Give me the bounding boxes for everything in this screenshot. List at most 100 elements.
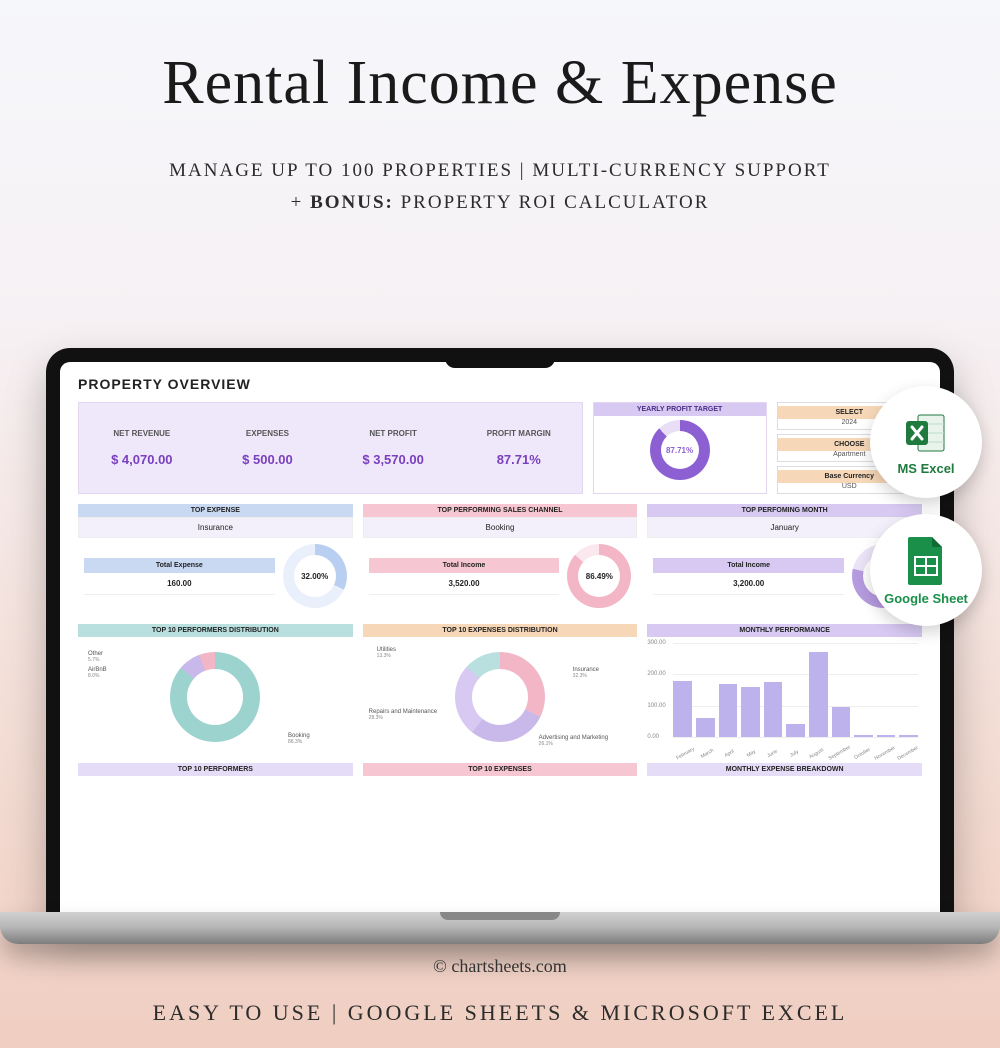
dist-callout: Insurance32.3% [573, 667, 599, 679]
top-card-topvalue: Insurance [78, 517, 353, 538]
top-card: TOP EXPENSE Insurance Total Expense 160.… [78, 504, 353, 614]
mini-header: Total Expense [84, 558, 275, 573]
kpi-label: EXPENSES [246, 429, 289, 438]
mini-table: Total Expense 160.00 [84, 558, 275, 595]
bar [854, 735, 873, 737]
ypt-donut: 87.71% [650, 420, 710, 480]
xtick: August [805, 746, 827, 762]
ms-excel-badge: MS Excel [870, 386, 982, 498]
bar [877, 735, 896, 737]
xtick: May [740, 746, 762, 762]
selector-value: 2024 [841, 419, 857, 426]
bar [786, 724, 805, 737]
xtick: March [697, 746, 719, 762]
kpi-value: 87.71% [497, 452, 541, 467]
mini-header: Total Income [369, 558, 560, 573]
xtick: November [873, 745, 896, 762]
top-card-band: TOP EXPENSE [78, 504, 353, 517]
hero-sublines: MANAGE UP TO 100 PROPERTIES | MULTI-CURR… [0, 155, 1000, 220]
bar [832, 707, 851, 737]
selector-value: Apartment [833, 451, 865, 458]
monthly-performance-card: MONTHLY PERFORMANCE 0.00100.00200.00300.… [647, 624, 922, 757]
kpi-row: NET REVENUE $ 4,070.00 EXPENSES $ 500.00 NET… [78, 402, 922, 494]
bar [673, 681, 692, 737]
kpi-col: NET PROFIT $ 3,570.00 [330, 403, 456, 493]
big-donut [455, 652, 545, 742]
kpi-col: PROFIT MARGIN 87.71% [456, 403, 582, 493]
dist-band: TOP 10 PERFORMERS DISTRIBUTION [78, 624, 353, 637]
dist-band: TOP 10 EXPENSES DISTRIBUTION [363, 624, 638, 637]
mini-table: Total Income 3,520.00 [369, 558, 560, 595]
xtick: June [762, 746, 784, 762]
gsheet-label: Google Sheet [884, 591, 968, 606]
footer-bands: TOP 10 PERFORMERS TOP 10 EXPENSES MONTHLY … [78, 763, 922, 776]
mini-value: 3,200.00 [653, 573, 844, 595]
top-card-band: TOP PERFORMING SALES CHANNEL [363, 504, 638, 517]
hero-line-1: MANAGE UP TO 100 PROPERTIES | MULTI-CURR… [0, 155, 1000, 187]
mini-donut-label: 32.00% [294, 555, 336, 597]
footer-band: TOP 10 EXPENSES [363, 763, 638, 776]
mini-donut: 86.49% [567, 544, 631, 608]
bar [764, 682, 783, 737]
dashboard-screen: PROPERTY OVERVIEW NET REVENUE $ 4,070.00 E… [60, 362, 940, 928]
google-sheets-badge: Google Sheet [870, 514, 982, 626]
mini-value: 3,520.00 [369, 573, 560, 595]
kpi-label: NET PROFIT [369, 429, 417, 438]
bottom-row: TOP 10 PERFORMERS DISTRIBUTION Other5.7%… [78, 624, 922, 757]
mini-header: Total Income [653, 558, 844, 573]
big-donut [170, 652, 260, 742]
dist-callout: Other5.7% [88, 651, 103, 663]
hero-title: Rental Income & Expense [0, 48, 1000, 119]
tagline: EASY TO USE | GOOGLE SHEETS & MICROSOFT … [0, 1000, 1000, 1026]
bar [696, 718, 715, 737]
dist-callout: Booking86.3% [288, 733, 310, 745]
xtick: October [852, 746, 874, 762]
kpi-value: $ 4,070.00 [111, 452, 172, 467]
footer-band: MONTHLY EXPENSE BREAKDOWN [647, 763, 922, 776]
bar [719, 684, 738, 737]
excel-label: MS Excel [897, 461, 954, 476]
mini-value: 160.00 [84, 573, 275, 595]
dist-callout: Repairs and Maintenance28.3% [369, 709, 437, 721]
sheets-icon [904, 535, 948, 587]
top-card: TOP PERFORMING SALES CHANNEL Booking Tot… [363, 504, 638, 614]
kpi-value: $ 3,570.00 [362, 452, 423, 467]
ypt-value: 87.71% [661, 431, 699, 469]
laptop-base [0, 912, 1000, 944]
top-cards-row: TOP EXPENSE Insurance Total Expense 160.… [78, 504, 922, 614]
overview-title: PROPERTY OVERVIEW [78, 376, 922, 392]
kpi-col: EXPENSES $ 500.00 [205, 403, 331, 493]
footer-band: TOP 10 PERFORMERS [78, 763, 353, 776]
ypt-label: YEARLY PROFIT TARGET [594, 403, 766, 416]
mini-table: Total Income 3,200.00 [653, 558, 844, 595]
laptop-frame: PROPERTY OVERVIEW NET REVENUE $ 4,070.00 E… [46, 348, 954, 928]
bar [809, 652, 828, 737]
bar [741, 687, 760, 737]
copyright: © chartsheets.com [0, 956, 1000, 977]
mini-donut-label: 86.49% [578, 555, 620, 597]
kpi-value: $ 500.00 [242, 452, 293, 467]
dist-callout: Advertising and Marketing26.1% [539, 735, 608, 747]
xticks: FebruaryMarchAprilMayJuneJulyAugustSepte… [673, 751, 918, 757]
kpi-label: NET REVENUE [113, 429, 170, 438]
bar [899, 735, 918, 737]
dist-body: Other5.7% AirBnB8.0% Booking86.3% [78, 637, 353, 757]
dist-body: Utilities13.3% Repairs and Maintenance28.… [363, 637, 638, 757]
bar-chart: 0.00100.00200.00300.00 FebruaryMarchApri… [647, 637, 922, 757]
distribution-card: TOP 10 EXPENSES DISTRIBUTION Utilities13… [363, 624, 638, 757]
mp-band: MONTHLY PERFORMANCE [647, 624, 922, 637]
kpi-card: NET REVENUE $ 4,070.00 EXPENSES $ 500.00 NET… [78, 402, 583, 494]
dist-callout: AirBnB8.0% [88, 667, 107, 679]
xtick: February [675, 746, 697, 762]
hero-line-2: + BONUS: PROPERTY ROI CALCULATOR [0, 187, 1000, 219]
mini-donut: 32.00% [283, 544, 347, 608]
dist-callout: Utilities13.3% [377, 647, 396, 659]
top-card-band: TOP PERFOMING MONTH [647, 504, 922, 517]
bars [673, 643, 918, 737]
yearly-profit-target-card: YEARLY PROFIT TARGET 87.71% [593, 402, 767, 494]
selector-value: USD [842, 483, 857, 490]
distribution-card: TOP 10 PERFORMERS DISTRIBUTION Other5.7%… [78, 624, 353, 757]
xtick: December [896, 745, 919, 762]
kpi-label: PROFIT MARGIN [487, 429, 551, 438]
excel-icon [902, 409, 950, 457]
